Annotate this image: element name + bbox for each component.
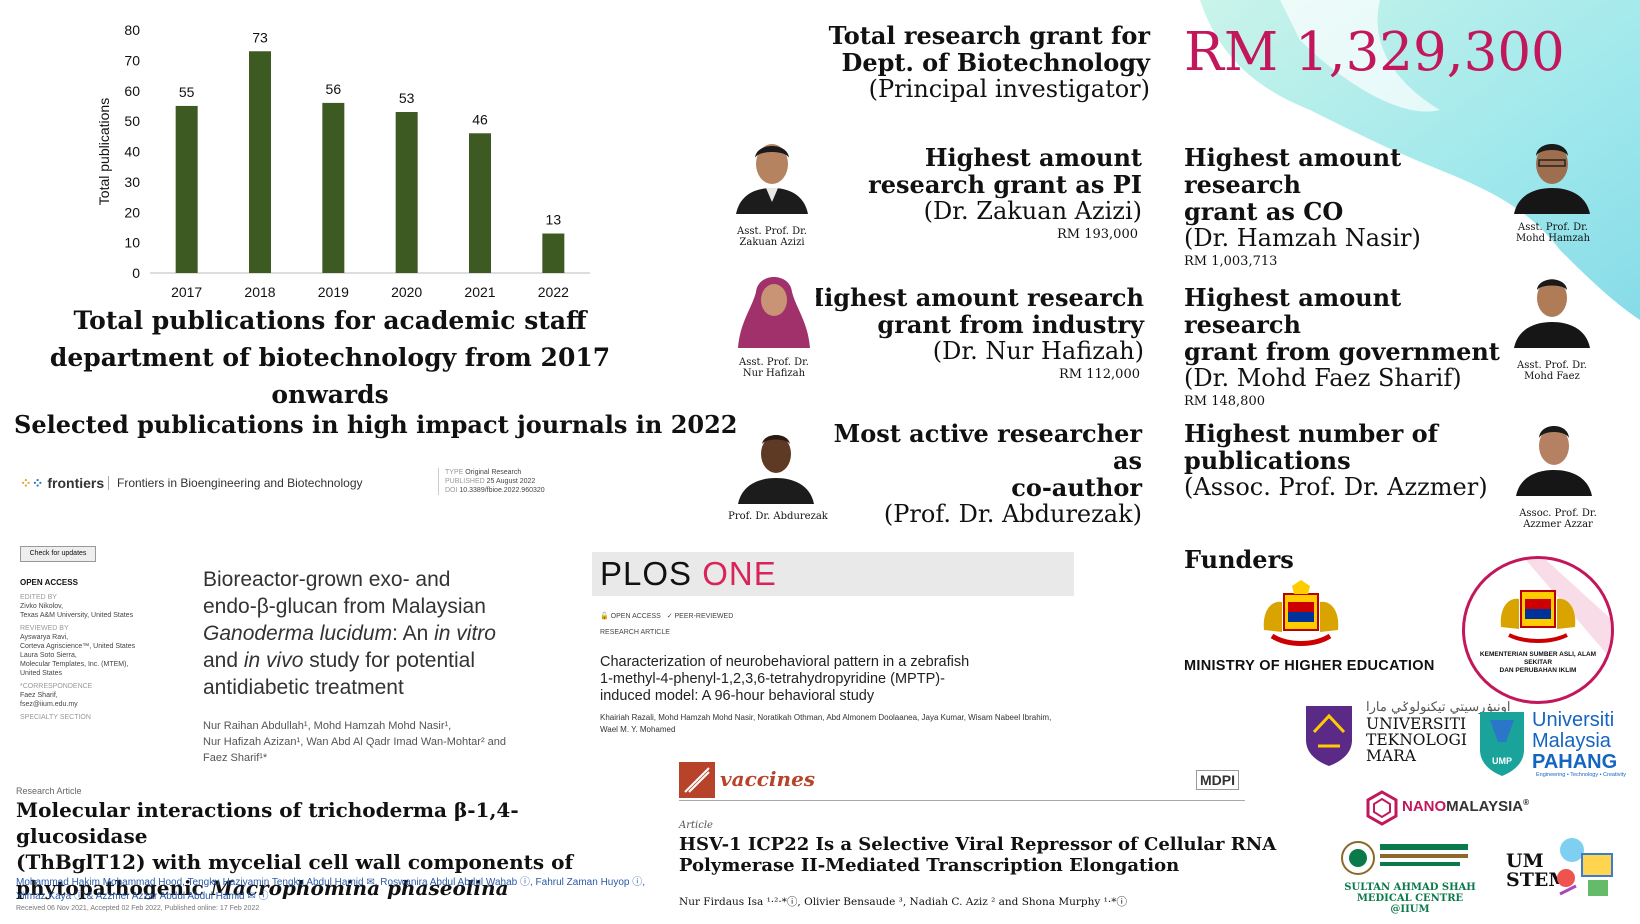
sasmec-emblem-icon (1340, 838, 1472, 878)
caption-azzmer: Assoc. Prof. Dr. Azzmer Azzar (1519, 508, 1597, 530)
frontiers-journal-name: Frontiers in Bioengineering and Biotechn… (108, 476, 363, 490)
plos-article-title[interactable]: Characterization of neurobehavioral patt… (600, 654, 970, 704)
selected-publications-heading: Selected publications in high impact jou… (14, 410, 738, 439)
kasa-name: KEMENTERIAN SUMBER ASLI, ALAM SEKITAR DAN… (1479, 651, 1597, 674)
nanomalaysia-name: NANOMALAYSIA® (1402, 798, 1530, 815)
paper2-dates: Received 06 Nov 2021, Accepted 02 Feb 20… (16, 905, 260, 912)
data-label-2022: 13 (546, 212, 562, 228)
frontiers-logo: ⁘⁘ frontiers (20, 475, 105, 491)
ump-tagline: Engineering • Technology • Creativity (1536, 772, 1626, 778)
vaccines-journal-name: vaccines (720, 767, 816, 791)
frontiers-header: ⁘⁘ frontiers Frontiers in Bioengineering… (20, 468, 580, 498)
caption-zakuan: Asst. Prof. Dr. Zakuan Azizi (737, 226, 807, 248)
avatar-mohd-faez (1510, 262, 1594, 348)
frontiers-sidebar: Check for updates OPEN ACCESS EDITED BY … (20, 546, 180, 722)
y-tick-label: 50 (124, 113, 140, 129)
vaccines-label: Article (679, 820, 713, 831)
y-tick-label: 30 (124, 174, 140, 190)
data-label-2020: 53 (399, 90, 415, 106)
chart-caption: Total publications for academic staff de… (49, 306, 611, 409)
caption-hamzah: Asst. Prof. Dr. Mohd Hamzah (1515, 222, 1591, 244)
y-tick-label: 0 (132, 265, 140, 281)
x-tick-label-2022: 2022 (538, 284, 569, 300)
plos-authors: Khairiah Razali, Mohd Hamzah Mohd Nasir,… (600, 713, 1052, 734)
data-label-2018: 73 (252, 29, 268, 45)
kasa-logo: KEMENTERIAN SUMBER ASLI, ALAM SEKITAR DAN… (1462, 556, 1614, 704)
bar-2018 (249, 51, 271, 274)
bar-2022 (542, 233, 565, 273)
caption-nur-hafizah: Asst. Prof. Dr. Nur Hafizah (739, 357, 809, 379)
mohe-crest-icon (1258, 580, 1344, 650)
teal-watercolor-background (1200, 0, 1640, 320)
paper2-authors: Mohammad Hakim Mohammad Hood, Tengku Haz… (16, 877, 646, 902)
total-grant-label: Total research grant for Dept. of Biotec… (828, 21, 1150, 103)
y-tick-label: 20 (124, 204, 140, 220)
uitm-arabic-script: اونيۏرسيتي تيکنولوݢي مارا (1366, 700, 1511, 715)
data-label-2019: 56 (326, 81, 342, 97)
uitm-name: UNIVERSITI TEKNOLOGI MARA (1366, 715, 1468, 765)
bar-2021 (469, 133, 491, 273)
x-tick-label-2019: 2019 (318, 284, 349, 300)
nanomalaysia-icon (1364, 790, 1400, 826)
ump-name: Universiti Malaysia PAHANG (1532, 709, 1618, 773)
total-grant-amount: RM 1,329,300 (1184, 22, 1565, 83)
funders-heading: Funders (1184, 545, 1294, 574)
paper2-title[interactable]: Molecular interactions of trichoderma β-… (16, 798, 574, 900)
caption-mohd-faez: Asst. Prof. Dr. Mohd Faez (1517, 360, 1587, 382)
frontiers-article-title[interactable]: Bioreactor-grown exo- and endo-β-glucan … (203, 568, 496, 699)
ump-badge-text: UMP (1492, 756, 1512, 766)
vaccines-authors: Nur Firdaus Isa ¹·²·*ⓘ, Olivier Bensaude… (679, 896, 1127, 908)
bar-2017 (175, 105, 198, 273)
award-pi: Highest amount research grant as PI (Dr.… (868, 143, 1142, 242)
plos-logo: PLOS ONE (600, 555, 777, 592)
x-tick-label-2017: 2017 (171, 284, 202, 300)
award-industry: Highest amount research grant from indus… (801, 283, 1145, 382)
y-tick-label: 80 (124, 22, 140, 38)
plos-access-row: 🔓 OPEN ACCESS ✓ PEER-REVIEWED (600, 613, 734, 620)
mdpi-logo: MDPI (1196, 770, 1239, 790)
avatar-nur-hafizah (732, 262, 816, 348)
x-tick-label-2021: 2021 (464, 284, 495, 300)
y-tick-label: 10 (124, 235, 140, 251)
vaccines-article-title[interactable]: HSV-1 ICP22 Is a Selective Viral Repress… (679, 834, 1277, 876)
avatar-azzmer (1512, 410, 1596, 496)
uitm-crest-icon (1302, 702, 1356, 766)
check-for-updates-badge[interactable]: Check for updates (20, 546, 96, 562)
award-government: Highest amount research grant from gover… (1184, 283, 1500, 409)
avatar-zakuan (730, 128, 814, 214)
y-tick-label: 40 (124, 144, 140, 160)
caption-abdurezak: Prof. Dr. Abdurezak (728, 511, 828, 522)
y-tick-label: 60 (124, 83, 140, 99)
frontiers-authors: Nur Raihan Abdullah¹, Mohd Hamzah Mohd N… (203, 720, 507, 764)
bar-2020 (395, 112, 418, 273)
x-tick-label-2018: 2018 (244, 284, 275, 300)
avatar-abdurezak (734, 418, 818, 504)
bar-2019 (322, 102, 345, 274)
umstem-name: UM STEM (1506, 850, 1570, 891)
frontiers-meta: TYPE Original Research PUBLISHED 25 Augu… (438, 468, 545, 495)
paper2-label: Research Article (16, 786, 82, 796)
avatar-hamzah (1510, 128, 1594, 214)
umstem-illustration-icon (1552, 834, 1622, 902)
sasmec-name: SULTAN AHMAD SHAH MEDICAL CENTRE @IIUM (1344, 882, 1476, 915)
mohe-name: MINISTRY OF HIGHER EDUCATION (1184, 658, 1435, 674)
award-co: Highest amount research grant as CO (Dr.… (1184, 143, 1421, 269)
x-tick-label-2020: 2020 (391, 284, 422, 300)
vaccines-divider (679, 800, 1245, 801)
plos-header: PLOS ONE (592, 552, 1074, 596)
data-label-2017: 55 (179, 84, 195, 100)
plos-article-type: RESEARCH ARTICLE (600, 629, 670, 636)
award-coauthor: Most active researcher as co-author (Pro… (833, 419, 1142, 528)
publications-bar-chart: 0 10 20 30 40 50 60 70 80 Total publications 55 201… (96, 22, 590, 300)
award-publications: Highest number of publications (Assoc. P… (1184, 419, 1488, 501)
y-axis-label: Total publications (96, 98, 112, 205)
y-tick-label: 70 (124, 52, 140, 68)
vaccines-logo-icon (679, 762, 715, 798)
ump-crest-icon: UMP (1476, 708, 1528, 778)
data-label-2021: 46 (472, 111, 488, 127)
